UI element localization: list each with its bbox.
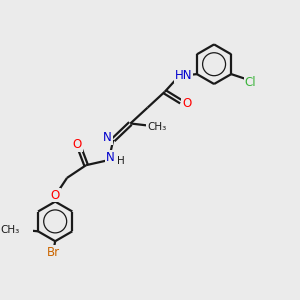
Text: Br: Br bbox=[47, 246, 60, 259]
Text: O: O bbox=[182, 97, 191, 110]
Text: H: H bbox=[116, 156, 124, 166]
Text: O: O bbox=[51, 188, 60, 202]
Text: CH₃: CH₃ bbox=[0, 225, 20, 235]
Text: CH₃: CH₃ bbox=[147, 122, 167, 132]
Text: O: O bbox=[73, 138, 82, 151]
Text: Cl: Cl bbox=[245, 76, 256, 88]
Text: HN: HN bbox=[175, 69, 192, 82]
Text: N: N bbox=[103, 131, 112, 144]
Text: N: N bbox=[106, 151, 115, 164]
